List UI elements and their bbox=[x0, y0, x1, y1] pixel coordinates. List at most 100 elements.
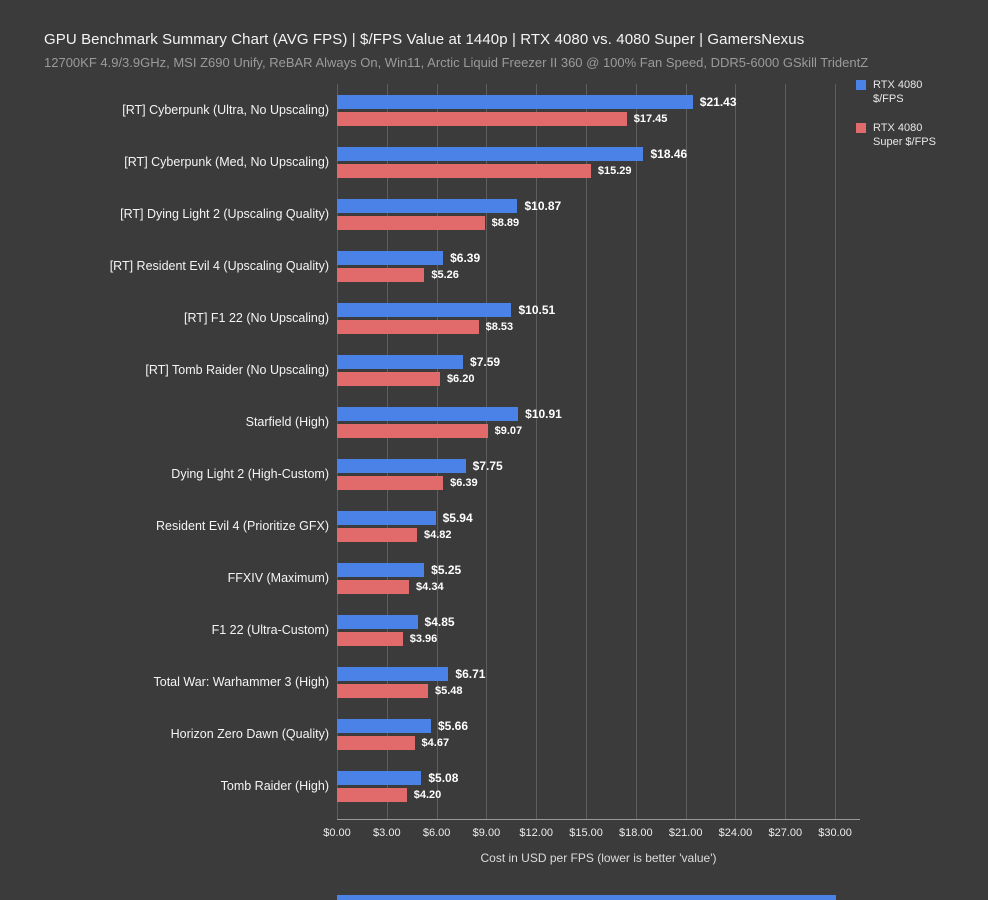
bar-group: $10.51 $8.53 bbox=[337, 292, 860, 344]
chart-row: [RT] Resident Evil 4 (Upscaling Quality)… bbox=[0, 240, 988, 292]
bar-rtx-4080 bbox=[337, 146, 644, 161]
bar-wrap: $5.25 bbox=[337, 562, 860, 577]
bar-value-label: $4.85 bbox=[424, 614, 455, 629]
gridline bbox=[536, 84, 538, 819]
bar-rtx-4080-super bbox=[337, 631, 403, 646]
bar-wrap: $6.20 bbox=[337, 371, 860, 386]
bar-wrap: $6.71 bbox=[337, 666, 860, 681]
chart-row: F1 22 (Ultra-Custom) $4.85 $3.96 bbox=[0, 604, 988, 656]
chart-title: GPU Benchmark Summary Chart (AVG FPS) | … bbox=[44, 31, 805, 48]
legend-item-rtx-4080-super: RTX 4080 Super $/FPS bbox=[856, 121, 951, 150]
chart-rows: [RT] Cyberpunk (Ultra, No Upscaling) $21.… bbox=[0, 84, 988, 812]
bar-rtx-4080-super bbox=[337, 371, 440, 386]
bar-value-label: $21.43 bbox=[699, 94, 737, 109]
bar-group: $4.85 $3.96 bbox=[337, 604, 860, 656]
bar-rtx-4080 bbox=[337, 354, 464, 369]
bar-rtx-4080 bbox=[337, 406, 519, 421]
bar-group: $5.94 $4.82 bbox=[337, 500, 860, 552]
legend-label: RTX 4080 $/FPS bbox=[873, 79, 923, 106]
bar-value-label: $6.39 bbox=[450, 250, 481, 265]
bar-value-label: $5.25 bbox=[431, 562, 462, 577]
bar-value-label: $4.82 bbox=[424, 528, 452, 541]
chart-row: [RT] F1 22 (No Upscaling) $10.51 $8.53 bbox=[0, 292, 988, 344]
bar-value-label: $9.07 bbox=[494, 424, 523, 437]
bar-rtx-4080 bbox=[337, 718, 431, 733]
chart-row: Total War: Warhammer 3 (High) $6.71 $5.48 bbox=[0, 656, 988, 708]
gridline bbox=[735, 84, 737, 819]
bar-wrap: $5.94 bbox=[337, 510, 860, 525]
bar-wrap: $7.75 bbox=[337, 458, 860, 473]
bar-value-label: $5.26 bbox=[431, 268, 459, 281]
bar-wrap: $5.66 bbox=[337, 718, 860, 733]
gridline bbox=[436, 84, 438, 819]
bar-rtx-4080-super bbox=[337, 215, 485, 230]
category-label: Total War: Warhammer 3 (High) bbox=[153, 675, 330, 689]
category-label: Starfield (High) bbox=[245, 415, 329, 429]
bar-group: $6.71 $5.48 bbox=[337, 656, 860, 708]
x-tick-label: $21.00 bbox=[668, 827, 703, 839]
bar-rtx-4080 bbox=[337, 302, 512, 317]
x-tick-label: $24.00 bbox=[718, 827, 753, 839]
bar-rtx-4080 bbox=[337, 666, 449, 681]
category-label: [RT] F1 22 (No Upscaling) bbox=[184, 311, 329, 325]
bar-wrap: $17.45 bbox=[337, 111, 860, 126]
bar-rtx-4080 bbox=[337, 458, 466, 473]
bar-rtx-4080 bbox=[337, 614, 418, 629]
bar-rtx-4080 bbox=[337, 770, 422, 785]
bar-value-label: $10.91 bbox=[525, 406, 562, 421]
chart-row: Tomb Raider (High) $5.08 $4.20 bbox=[0, 760, 988, 812]
gridline bbox=[586, 84, 588, 819]
legend-swatch bbox=[856, 122, 866, 133]
gridline bbox=[785, 84, 787, 819]
category-label: [RT] Tomb Raider (No Upscaling) bbox=[145, 363, 329, 377]
bar-value-label: $8.89 bbox=[491, 216, 520, 229]
bar-value-label: $3.96 bbox=[409, 632, 438, 645]
bar-value-label: $17.45 bbox=[633, 112, 668, 125]
bar-wrap: $6.39 bbox=[337, 250, 860, 265]
category-label: [RT] Resident Evil 4 (Upscaling Quality) bbox=[109, 259, 329, 273]
bar-rtx-4080-super bbox=[337, 111, 627, 126]
bar-value-label: $10.51 bbox=[518, 302, 556, 317]
bar-rtx-4080-super bbox=[337, 423, 488, 438]
bar-value-label: $15.29 bbox=[597, 164, 632, 177]
bar-value-label: $5.48 bbox=[434, 684, 463, 697]
bar-group: $10.91 $9.07 bbox=[337, 396, 860, 448]
bar-value-label: $6.71 bbox=[455, 666, 486, 681]
bar-group: $21.43 $17.45 bbox=[337, 84, 860, 136]
category-label: FFXIV (Maximum) bbox=[227, 571, 329, 585]
bar-wrap: $5.48 bbox=[337, 683, 860, 698]
chart-row: Dying Light 2 (High-Custom) $7.75 $6.39 bbox=[0, 448, 988, 500]
x-tick-label: $6.00 bbox=[422, 827, 451, 839]
bar-value-label: $6.20 bbox=[446, 372, 475, 385]
bar-value-label: $7.59 bbox=[470, 354, 501, 369]
bar-rtx-4080-super bbox=[337, 527, 418, 542]
gridline bbox=[835, 84, 837, 819]
footer-accent-bar bbox=[337, 895, 836, 900]
bar-value-label: $5.66 bbox=[437, 718, 468, 733]
x-tick-label: $15.00 bbox=[569, 827, 603, 839]
x-tick-label: $0.00 bbox=[323, 827, 351, 839]
gridline bbox=[337, 84, 338, 819]
legend-item-rtx-4080: RTX 4080 $/FPS bbox=[856, 78, 951, 107]
bar-wrap: $10.51 bbox=[337, 302, 860, 317]
bar-wrap: $21.43 bbox=[337, 94, 860, 109]
bar-wrap: $18.46 bbox=[337, 146, 860, 161]
bar-value-label: $5.08 bbox=[428, 770, 459, 785]
x-tick-label: $27.00 bbox=[768, 827, 803, 839]
bar-group: $7.75 $6.39 bbox=[337, 448, 860, 500]
category-label: Horizon Zero Dawn (Quality) bbox=[170, 727, 329, 741]
bar-rtx-4080 bbox=[337, 94, 693, 109]
bar-group: $5.66 $4.67 bbox=[337, 708, 860, 760]
bar-wrap: $7.59 bbox=[337, 354, 860, 369]
bar-wrap: $8.89 bbox=[337, 215, 860, 230]
bar-rtx-4080-super bbox=[337, 579, 410, 594]
bar-wrap: $5.26 bbox=[337, 267, 860, 282]
bar-rtx-4080-super bbox=[337, 475, 444, 490]
bar-rtx-4080-super bbox=[337, 267, 425, 282]
bar-group: $7.59 $6.20 bbox=[337, 344, 860, 396]
chart-row: Horizon Zero Dawn (Quality) $5.66 $4.67 bbox=[0, 708, 988, 760]
bar-group: $6.39 $5.26 bbox=[337, 240, 860, 292]
bar-rtx-4080-super bbox=[337, 735, 415, 750]
bar-wrap: $10.87 bbox=[337, 198, 860, 213]
bar-wrap: $4.85 bbox=[337, 614, 860, 629]
